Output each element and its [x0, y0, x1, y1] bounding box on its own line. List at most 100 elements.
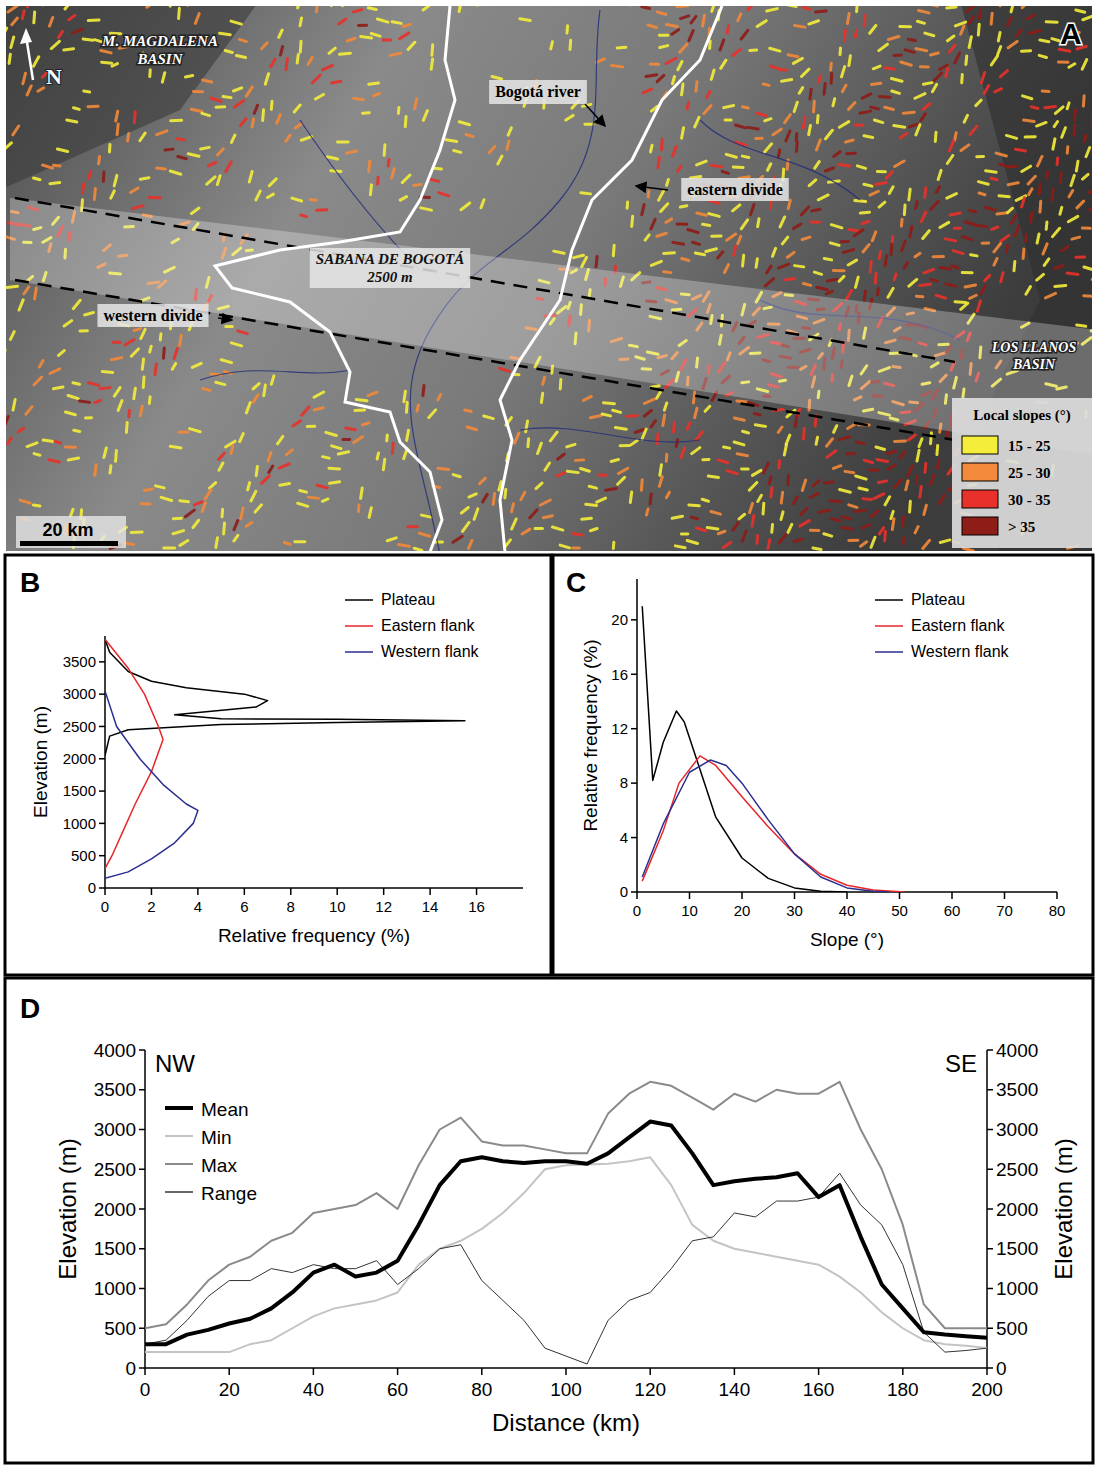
slope-stroke	[402, 175, 410, 183]
y2-tick	[987, 1288, 993, 1290]
slope-stroke	[1055, 286, 1066, 287]
y-tick-label: 16	[611, 666, 628, 683]
y2-tick	[987, 1129, 993, 1131]
y-axis-title: Elevation (m)	[30, 706, 51, 818]
map-label: LOS LLANOSBASIN	[991, 340, 1077, 372]
slope-stroke	[1001, 235, 1009, 241]
slope-stroke	[566, 115, 573, 120]
map-label-text: M. MAGDALENA	[101, 33, 218, 49]
slope-stroke	[900, 452, 905, 458]
slope-stroke	[947, 36, 953, 41]
slope-stroke	[469, 540, 472, 548]
series-line	[145, 1173, 987, 1364]
x-tick-label: 160	[803, 1379, 835, 1400]
y-tick	[631, 728, 637, 730]
legend: PlateauEastern flankWestern flank	[345, 591, 480, 660]
slope-stroke	[870, 191, 878, 195]
slope-stroke	[314, 392, 324, 397]
slope-stroke	[256, 191, 260, 200]
slope-stroke	[885, 68, 894, 69]
slope-stroke	[892, 519, 894, 530]
plot-data	[105, 639, 465, 878]
slope-stroke	[522, 529, 530, 534]
slope-stroke	[180, 335, 182, 345]
slope-stroke	[1042, 90, 1049, 94]
slope-stroke	[193, 90, 202, 93]
slope-stroke	[271, 376, 274, 384]
x-tick	[902, 1368, 904, 1375]
series-line	[105, 639, 163, 868]
series-line	[145, 1157, 987, 1352]
slope-stroke	[1006, 245, 1007, 252]
legend-label: Eastern flank	[911, 617, 1005, 634]
slope-stroke	[286, 135, 290, 141]
y-tick-label: 4	[620, 829, 628, 846]
slope-stroke	[819, 510, 830, 512]
slope-stroke	[878, 481, 886, 483]
slope-stroke	[661, 204, 668, 212]
slope-stroke	[939, 495, 944, 503]
slope-stroke	[915, 527, 918, 533]
slope-stroke	[1043, 244, 1047, 254]
slope-stroke	[1046, 20, 1057, 23]
slope-stroke	[660, 465, 662, 475]
slope-stroke	[596, 256, 597, 266]
slope-stroke	[842, 527, 853, 529]
x-tick	[1004, 892, 1006, 899]
slope-stroke	[261, 110, 265, 121]
slope-stroke	[1089, 208, 1092, 210]
slope-stroke	[207, 177, 215, 184]
slope-stroke	[945, 239, 955, 241]
slope-stroke	[202, 503, 205, 512]
slope-stroke	[1011, 6, 1014, 12]
slope-stroke	[330, 482, 340, 483]
slope-stroke	[894, 274, 896, 280]
slope-stroke	[493, 494, 495, 505]
slope-stroke	[613, 410, 621, 412]
slope-stroke	[57, 149, 67, 151]
slope-stroke	[749, 482, 757, 490]
slope-stroke	[888, 288, 893, 297]
slope-stroke	[268, 194, 274, 197]
slope-stroke	[414, 184, 421, 185]
slope-stroke	[1084, 294, 1092, 298]
y-tick-label: 1000	[94, 1278, 136, 1299]
slope-stroke	[856, 476, 867, 479]
slope-stroke	[826, 130, 833, 139]
slope-stroke	[678, 166, 681, 171]
slope-stroke	[221, 360, 231, 363]
slope-stroke	[545, 463, 550, 470]
slope-stroke	[422, 515, 431, 517]
slope-stroke	[743, 431, 749, 433]
slope-stroke	[969, 37, 971, 48]
slope-stroke	[298, 6, 302, 8]
slope-stroke	[651, 421, 655, 427]
y2-tick-label: 4000	[996, 1040, 1038, 1061]
slope-stroke	[148, 70, 151, 77]
slope-stroke	[961, 303, 968, 309]
slope-stroke	[298, 503, 308, 506]
slope-stroke	[657, 75, 664, 81]
slope-stroke	[8, 6, 17, 12]
slope-stroke	[963, 548, 973, 551]
slope-stroke	[827, 451, 836, 457]
slope-stroke	[986, 171, 996, 173]
x-tick-label: 80	[471, 1379, 492, 1400]
slope-stroke	[946, 284, 956, 286]
slope-stroke	[917, 21, 924, 23]
slope-stroke	[507, 141, 509, 150]
slope-stroke	[874, 494, 884, 499]
slope-stroke	[650, 494, 651, 504]
slope-stroke	[387, 538, 396, 541]
slope-stroke	[742, 156, 748, 157]
slope-stroke	[909, 279, 917, 286]
y2-tick	[987, 1049, 993, 1051]
y2-tick	[987, 1248, 993, 1250]
slope-stroke	[128, 134, 129, 141]
slope-stroke	[23, 73, 26, 83]
slope-stroke	[870, 26, 876, 34]
slope-stroke	[361, 488, 362, 498]
slope-stroke	[430, 179, 439, 181]
slope-stroke	[280, 47, 282, 55]
slope-stroke	[817, 287, 828, 290]
